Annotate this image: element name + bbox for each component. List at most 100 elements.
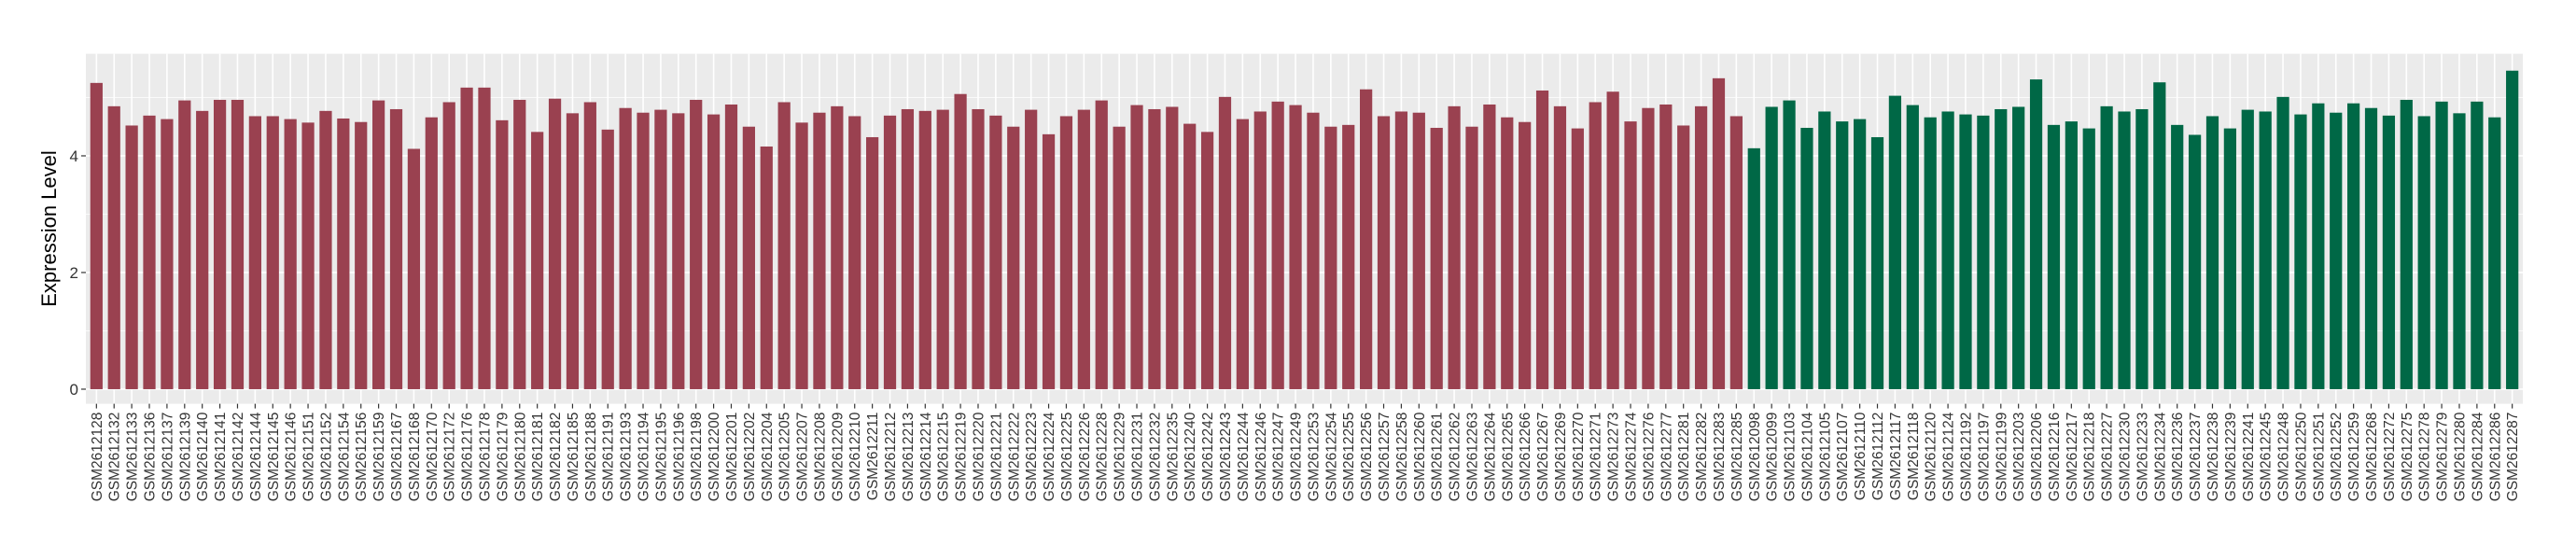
x-tick-label: GSM2612228 (1095, 413, 1111, 502)
x-tick-label: GSM2612098 (1747, 413, 1763, 502)
x-tick-label: GSM2612198 (689, 413, 705, 502)
bar-GSM2612237 (2188, 134, 2202, 389)
x-tick-label: GSM2612207 (795, 413, 811, 502)
x-tick-label: GSM2612263 (1464, 413, 1480, 502)
x-tick-label: GSM2612112 (1870, 413, 1886, 500)
bar-GSM2612201 (724, 104, 738, 389)
bar-GSM2612234 (2153, 82, 2166, 389)
x-tick-label: GSM2612203 (2011, 413, 2027, 502)
x-tick-label: GSM2612232 (1147, 413, 1163, 502)
x-tick-label: GSM2612141 (213, 413, 229, 502)
x-tick-label: GSM2612266 (1518, 413, 1533, 502)
x-tick-label: GSM2612182 (548, 413, 564, 502)
bar-GSM2612140 (196, 110, 209, 389)
x-tick-label: GSM2612254 (1323, 412, 1339, 501)
x-tick-label: GSM2612180 (512, 412, 528, 501)
x-tick-label: GSM2612279 (2435, 413, 2451, 502)
bar-GSM2612098 (1747, 147, 1760, 389)
bar-GSM2612228 (1095, 100, 1108, 389)
y-axis-title: Expression Level (37, 150, 61, 307)
x-tick-label: GSM2612179 (495, 413, 511, 502)
bar-GSM2612194 (637, 112, 650, 389)
bar-GSM2612274 (1624, 121, 1637, 389)
x-tick-label: GSM2612274 (1624, 412, 1640, 501)
x-tick-label: GSM2612195 (653, 413, 669, 502)
x-tick-label: GSM2612168 (407, 413, 423, 502)
bar-GSM2612252 (2330, 112, 2343, 389)
x-tick-label: GSM2612172 (442, 413, 458, 502)
bar-GSM2612277 (1659, 104, 1673, 389)
x-axis: GSM2612128 GSM2612132 GSM2612133 GSM2612136… (90, 403, 2521, 502)
bar-GSM2612202 (742, 126, 755, 389)
bar-GSM2612144 (248, 116, 261, 389)
x-tick-label: GSM2612219 (954, 413, 970, 502)
bar-GSM2612133 (125, 125, 138, 389)
bar-GSM2612236 (2171, 124, 2184, 389)
bar-GSM2612249 (1289, 105, 1302, 389)
bar-GSM2612172 (442, 102, 455, 389)
x-tick-label: GSM2612227 (2100, 413, 2116, 502)
x-tick-label: GSM2612099 (1765, 413, 1781, 502)
y-tick-label: 0 (70, 381, 78, 399)
bar-GSM2612204 (760, 146, 773, 389)
x-tick-label: GSM2612199 (1994, 413, 2009, 502)
bar-GSM2612110 (1854, 119, 1867, 389)
x-tick-label: GSM2612191 (601, 413, 617, 502)
bar-GSM2612103 (1783, 100, 1796, 389)
bar-GSM2612159 (372, 100, 385, 389)
x-tick-label: GSM2612103 (1783, 413, 1799, 502)
bar-GSM2612210 (848, 116, 861, 389)
bar-GSM2612181 (531, 132, 544, 389)
x-tick-label: GSM2612231 (1130, 413, 1146, 502)
x-tick-label: GSM2612256 (1359, 413, 1375, 502)
bar-GSM2612188 (583, 102, 596, 389)
bar-GSM2612211 (866, 136, 879, 389)
x-tick-label: GSM2612286 (2487, 413, 2503, 502)
bar-GSM2612229 (1113, 126, 1126, 389)
bar-GSM2612231 (1130, 105, 1143, 389)
bar-GSM2612257 (1377, 116, 1391, 389)
bar-GSM2612209 (831, 105, 844, 389)
x-tick-label: GSM2612124 (1941, 412, 1957, 501)
x-tick-label: GSM2612210 (847, 412, 863, 501)
bar-GSM2612107 (1836, 121, 1849, 389)
bar-GSM2612242 (1200, 132, 1214, 389)
x-tick-label: GSM2612216 (2047, 413, 2063, 502)
x-tick-label: GSM2612214 (918, 412, 934, 501)
x-tick-label: GSM2612201 (724, 413, 740, 502)
bar-GSM2612273 (1606, 91, 1619, 389)
bar-GSM2612259 (2347, 103, 2360, 389)
bar-GSM2612156 (355, 121, 368, 389)
x-tick-label: GSM2612241 (2241, 413, 2257, 502)
bar-GSM2612192 (1959, 114, 1972, 389)
x-tick-label: GSM2612247 (1271, 413, 1287, 502)
x-tick-label: GSM2612243 (1218, 413, 1234, 502)
bar-GSM2612199 (1995, 108, 2008, 389)
x-tick-label: GSM2612262 (1448, 413, 1463, 502)
x-tick-label: GSM2612235 (1165, 413, 1181, 502)
x-tick-label: GSM2612268 (2364, 413, 2380, 502)
bar-GSM2612112 (1870, 136, 1884, 389)
x-tick-label: GSM2612259 (2346, 413, 2362, 502)
bar-GSM2612269 (1553, 105, 1567, 389)
bar-GSM2612264 (1483, 104, 1496, 389)
bar-GSM2612222 (1007, 126, 1020, 389)
bar-GSM2612226 (1077, 109, 1090, 389)
bar-GSM2612268 (2364, 107, 2378, 389)
x-tick-label: GSM2612217 (2065, 413, 2080, 502)
x-tick-label: GSM2612215 (936, 413, 952, 502)
bar-GSM2612208 (813, 112, 826, 389)
x-tick-label: GSM2612117 (1888, 413, 1904, 500)
bar-GSM2612117 (1888, 95, 1902, 389)
x-tick-label: GSM2612194 (637, 412, 652, 501)
bar-GSM2612191 (601, 129, 614, 389)
bar-GSM2612152 (319, 110, 332, 389)
x-tick-label: GSM2612193 (619, 413, 635, 502)
x-tick-label: GSM2612159 (371, 413, 387, 502)
bar-GSM2612263 (1465, 126, 1478, 389)
x-tick-label: GSM2612280 (2452, 412, 2468, 501)
bar-GSM2612255 (1342, 124, 1355, 389)
bar-GSM2612230 (2118, 111, 2131, 389)
bar-GSM2612118 (1906, 105, 1919, 389)
bar-GSM2612196 (672, 113, 685, 389)
